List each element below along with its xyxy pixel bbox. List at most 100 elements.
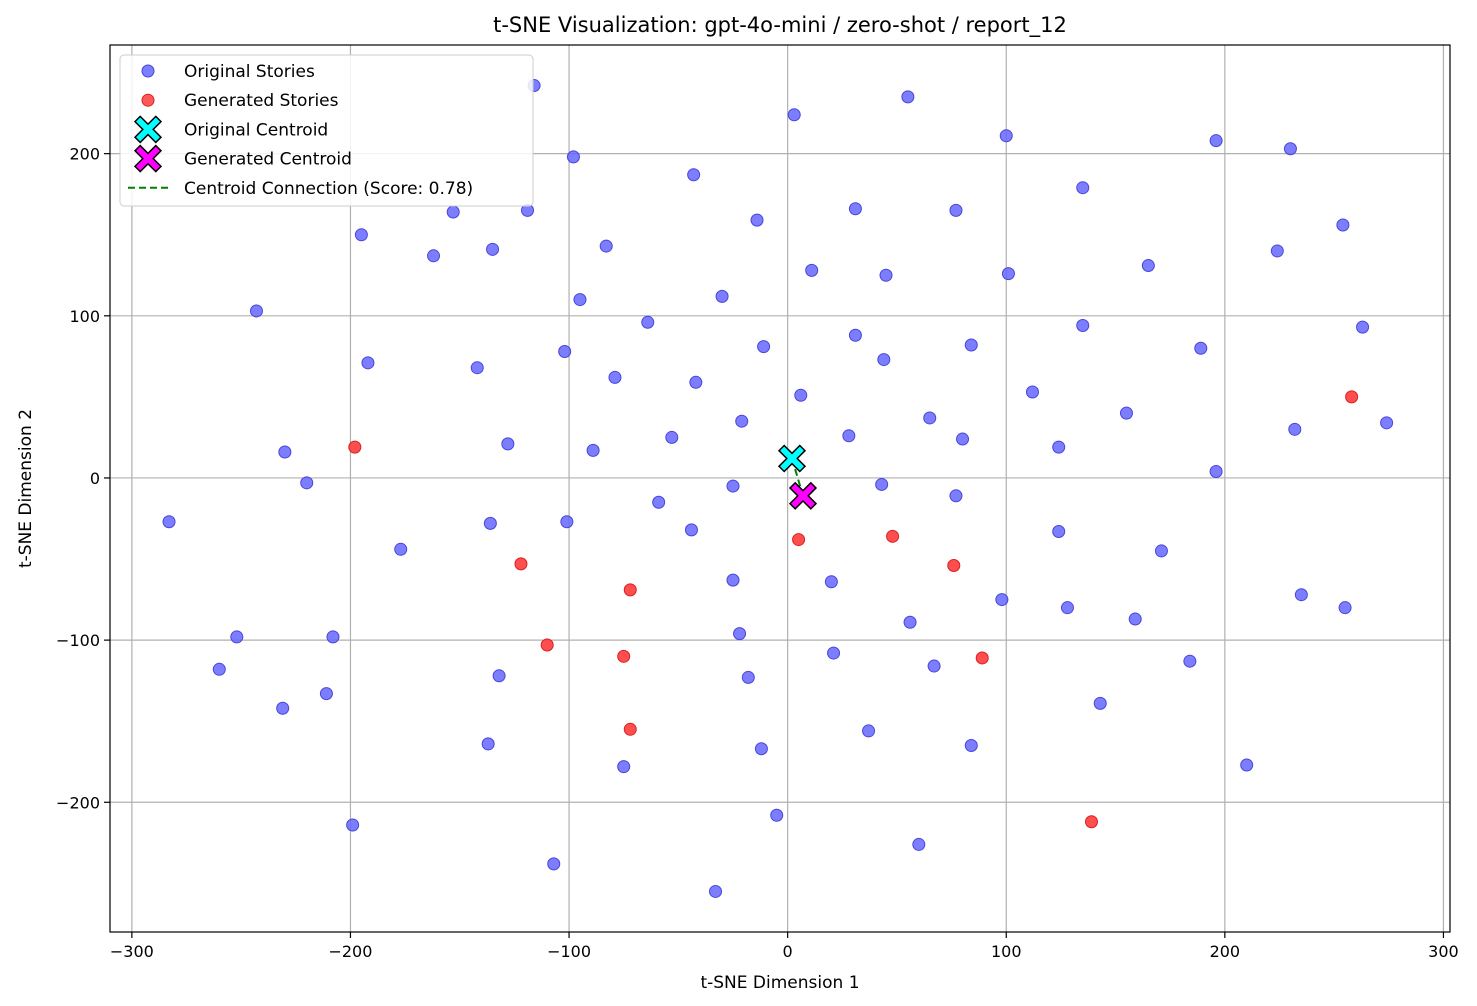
original-story-point bbox=[964, 739, 978, 753]
legend: Original Stories Generated Stories Origina… bbox=[119, 54, 534, 207]
legend-label: Original Stories bbox=[184, 62, 315, 82]
original-story-point bbox=[394, 542, 408, 556]
original-story-point bbox=[1141, 259, 1155, 273]
original-story-point bbox=[770, 808, 784, 822]
x-tick-label: 200 bbox=[1210, 942, 1241, 961]
original-story-point bbox=[319, 687, 333, 701]
original-story-point bbox=[501, 437, 515, 451]
original-story-point bbox=[230, 630, 244, 644]
chart-title: t-SNE Visualization: gpt-4o-mini / zero-… bbox=[493, 13, 1067, 38]
original-story-point bbox=[470, 361, 484, 375]
x-tick-label: 300 bbox=[1428, 942, 1459, 961]
original-story-point bbox=[162, 515, 176, 529]
legend-marker-x bbox=[133, 144, 163, 173]
legend-marker-x bbox=[133, 115, 163, 144]
original-story-point bbox=[1283, 142, 1297, 156]
original-story-point bbox=[741, 670, 755, 684]
data-points bbox=[162, 79, 1394, 898]
generated-story-point bbox=[623, 583, 637, 597]
original-story-point bbox=[1336, 218, 1350, 232]
legend-marker-dot bbox=[141, 64, 155, 78]
original-story-point bbox=[1128, 612, 1142, 626]
legend-label: Original Centroid bbox=[184, 120, 328, 140]
x-tick-label: 100 bbox=[991, 942, 1022, 961]
generated-story-point bbox=[947, 559, 961, 573]
original-story-point bbox=[901, 90, 915, 104]
original-story-point bbox=[750, 213, 764, 227]
generated-story-point bbox=[514, 557, 528, 571]
generated-story-point bbox=[348, 440, 362, 454]
original-story-point bbox=[1060, 601, 1074, 615]
original-story-point bbox=[641, 315, 655, 329]
original-story-point bbox=[481, 737, 495, 751]
original-story-point bbox=[608, 370, 622, 384]
original-story-point bbox=[1380, 416, 1394, 430]
original-story-point bbox=[848, 328, 862, 342]
original-story-point bbox=[754, 742, 768, 756]
generated-centroid-marker bbox=[788, 481, 818, 510]
legend-label: Generated Centroid bbox=[184, 150, 352, 170]
generated-story-point bbox=[975, 651, 989, 665]
centroids bbox=[777, 444, 818, 510]
original-story-point bbox=[912, 837, 926, 851]
original-story-point bbox=[1294, 588, 1308, 602]
original-story-point bbox=[586, 443, 600, 457]
original-story-point bbox=[1076, 319, 1090, 333]
original-story-point bbox=[346, 818, 360, 832]
original-story-point bbox=[964, 338, 978, 352]
original-story-point bbox=[1288, 422, 1302, 436]
generated-story-point bbox=[1085, 815, 1099, 829]
original-story-point bbox=[560, 515, 574, 529]
original-story-point bbox=[794, 388, 808, 402]
original-story-point bbox=[486, 242, 500, 256]
axis-ticks: −300 −200 −100 0 100 200 300 −200 −100 0 100 200 bbox=[56, 145, 1459, 961]
x-tick-label: −100 bbox=[547, 942, 591, 961]
original-story-point bbox=[735, 414, 749, 428]
original-story-point bbox=[617, 760, 631, 774]
y-tick-label: 100 bbox=[69, 307, 100, 326]
original-story-point bbox=[1194, 341, 1208, 355]
original-story-point bbox=[300, 476, 314, 490]
original-story-point bbox=[1154, 544, 1168, 558]
original-story-point bbox=[923, 411, 937, 425]
original-story-point bbox=[827, 646, 841, 660]
original-story-point bbox=[1093, 696, 1107, 710]
original-story-point bbox=[726, 479, 740, 493]
original-story-point bbox=[1356, 320, 1370, 334]
original-story-point bbox=[1119, 406, 1133, 420]
original-story-point bbox=[757, 340, 771, 354]
original-story-point bbox=[446, 205, 460, 219]
original-story-point bbox=[427, 249, 441, 263]
legend-box bbox=[119, 54, 534, 207]
original-story-point bbox=[547, 857, 561, 871]
y-tick-label: −200 bbox=[56, 793, 100, 812]
original-story-point bbox=[1240, 758, 1254, 772]
original-centroid-marker bbox=[777, 444, 807, 473]
original-story-point bbox=[566, 150, 580, 164]
original-story-point bbox=[715, 289, 729, 303]
original-story-point bbox=[354, 228, 368, 242]
original-story-point bbox=[689, 375, 703, 389]
original-story-point bbox=[709, 884, 723, 898]
original-story-point bbox=[949, 489, 963, 503]
x-tick-label: −300 bbox=[110, 942, 154, 961]
generated-story-point bbox=[617, 649, 631, 663]
original-story-point bbox=[212, 662, 226, 676]
generated-story-point bbox=[792, 533, 806, 547]
generated-story-point bbox=[1345, 390, 1359, 404]
original-story-point bbox=[1338, 601, 1352, 615]
original-story-point bbox=[684, 523, 698, 537]
original-story-point bbox=[492, 669, 506, 683]
original-story-point bbox=[278, 445, 292, 459]
plot-frame bbox=[109, 44, 1451, 933]
original-story-point bbox=[276, 701, 290, 715]
original-story-point bbox=[687, 168, 701, 182]
original-story-point bbox=[573, 293, 587, 307]
original-story-point bbox=[665, 430, 679, 444]
original-story-point bbox=[879, 268, 893, 282]
original-story-point bbox=[733, 627, 747, 641]
original-story-point bbox=[805, 263, 819, 277]
original-story-point bbox=[599, 239, 613, 253]
original-story-point bbox=[1052, 524, 1066, 538]
